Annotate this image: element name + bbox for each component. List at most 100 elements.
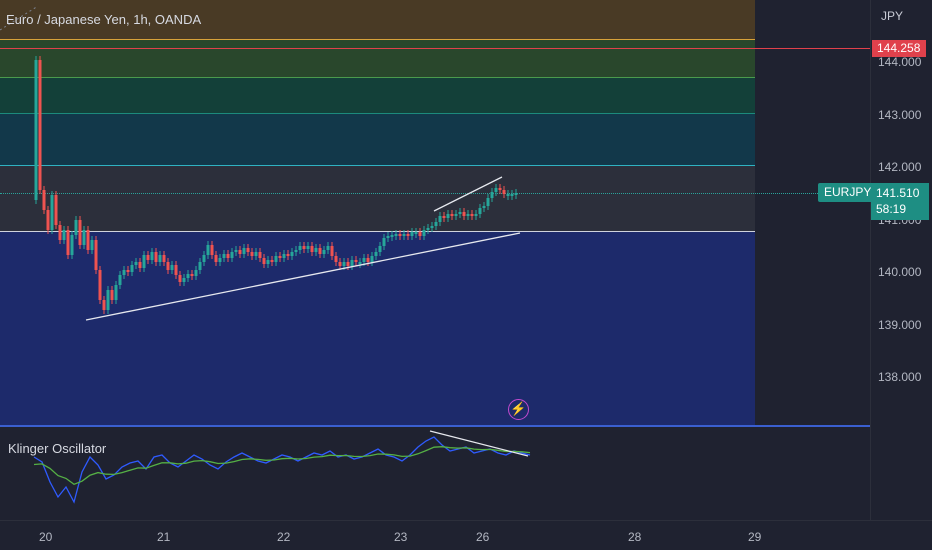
candle-body (166, 262, 170, 270)
level-line[interactable] (0, 39, 755, 40)
support-trendline[interactable] (85, 232, 521, 321)
candle-body (182, 278, 186, 282)
candle-body (94, 240, 98, 270)
candle-body (334, 256, 338, 262)
candle-body (62, 230, 66, 240)
oscillator-pane[interactable] (0, 427, 870, 520)
candle-body (406, 234, 410, 236)
candle-body (330, 246, 334, 256)
level-line[interactable] (0, 231, 755, 232)
candle-body (294, 250, 298, 252)
candle-body (122, 270, 126, 275)
level-line[interactable] (0, 113, 755, 114)
candle-body (150, 252, 154, 260)
candle-body (506, 194, 510, 196)
flash-icon[interactable]: ⚡ (508, 399, 529, 420)
candle-body (402, 234, 406, 236)
candle-body (326, 246, 330, 250)
divergence-line[interactable] (429, 430, 529, 457)
zone-band (0, 114, 755, 165)
price-pane[interactable]: Euro / Japanese Yen, 1h, OANDA ⚡ (0, 0, 870, 425)
candle-body (146, 255, 150, 260)
candle-body (286, 254, 290, 256)
signal-line (33, 446, 531, 486)
candle-body (98, 270, 102, 300)
time-tick: 26 (476, 530, 490, 544)
candle-body (90, 240, 94, 250)
candle-body (298, 246, 302, 250)
candle-body (390, 235, 394, 237)
candle-body (398, 234, 402, 236)
time-axis[interactable]: 20 21 22 23 26 28 29 (0, 520, 932, 550)
candle-body (226, 254, 230, 258)
price-axis[interactable]: JPY 144.000 143.000 142.000 141.000 140.… (870, 0, 932, 520)
candle-body (254, 252, 258, 256)
candle-body (262, 258, 266, 264)
candle-body (110, 290, 114, 300)
candle-body (234, 250, 238, 252)
candle-body (438, 216, 442, 222)
price-tick: 144.000 (878, 55, 922, 69)
candle-body (314, 248, 318, 252)
candle-body (222, 254, 226, 258)
candle-body (342, 262, 346, 266)
candle-body (58, 225, 62, 240)
alert-line[interactable] (0, 48, 870, 49)
candle-body (362, 258, 366, 262)
price-tick: 139.000 (878, 318, 922, 332)
candle-body (394, 234, 398, 236)
candle-body (490, 192, 494, 198)
candle-body (102, 300, 106, 310)
zone-band (0, 77, 755, 114)
candle-body (378, 246, 382, 252)
price-tick: 143.000 (878, 108, 922, 122)
candle-body (374, 252, 378, 256)
candle-body (410, 232, 414, 236)
candle-body (350, 260, 354, 266)
zone-band (0, 165, 755, 232)
candle-body (358, 262, 362, 264)
candle-body (266, 260, 270, 264)
candle-body (370, 256, 374, 262)
candle-body (470, 214, 474, 216)
candle-body (310, 246, 314, 252)
bar-countdown: 58:19 (876, 202, 907, 216)
oscillator-plot (33, 430, 531, 504)
candle-body (178, 275, 182, 282)
candle-body (42, 190, 46, 210)
candle-body (318, 248, 322, 254)
candle-body (442, 216, 446, 218)
candle-body (486, 198, 490, 206)
candle-body (478, 208, 482, 214)
candle-body (46, 210, 50, 230)
candles (34, 56, 518, 314)
symbol-tag: EURJPY (818, 183, 878, 202)
candle-body (106, 290, 110, 310)
candle-body (498, 188, 502, 190)
candle-body (386, 236, 390, 238)
candle-body (282, 254, 286, 258)
level-line[interactable] (0, 77, 755, 78)
resistance-trendline[interactable] (433, 176, 503, 212)
candle-body (174, 265, 178, 275)
candle-body (114, 285, 118, 300)
candle-body (454, 214, 458, 216)
candle-body (290, 252, 294, 256)
candle-body (54, 195, 58, 225)
candle-body (346, 262, 350, 266)
alert-price-tag[interactable]: 144.258 (872, 40, 926, 57)
candle-body (502, 190, 506, 194)
candle-body (366, 258, 370, 262)
candle-body (482, 206, 486, 208)
candle-body (270, 260, 274, 262)
candle-body (206, 245, 210, 255)
candle-body (74, 220, 78, 235)
current-price-value: 141.510 (876, 186, 920, 200)
level-line[interactable] (0, 165, 755, 166)
pane-separator[interactable] (0, 425, 870, 427)
current-price-line (0, 193, 870, 194)
axis-unit-label: JPY (881, 9, 904, 23)
candle-body (474, 214, 478, 216)
candle-body (70, 235, 74, 255)
